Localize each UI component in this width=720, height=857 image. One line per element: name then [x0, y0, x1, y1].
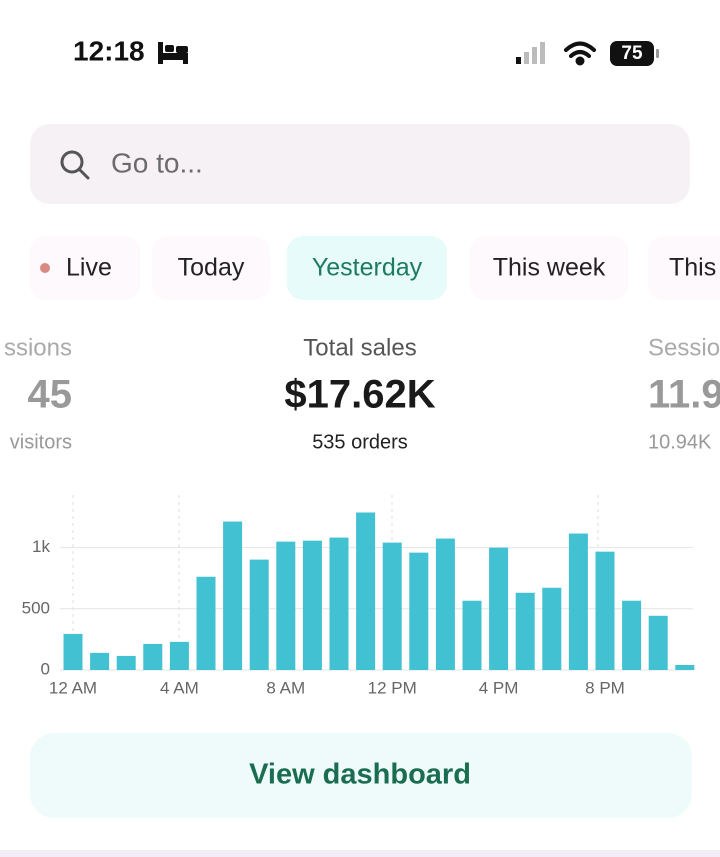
bar [249, 559, 269, 670]
signal-icon [516, 42, 545, 64]
bar [382, 542, 402, 670]
bar [409, 552, 429, 670]
metric-label: Sessio [648, 334, 720, 361]
bar [568, 533, 588, 670]
search-icon [60, 150, 90, 180]
bar [90, 652, 110, 670]
tab-label: Live [66, 254, 112, 282]
bed-icon [158, 42, 188, 64]
bar [276, 541, 296, 670]
live-dot [40, 263, 50, 273]
tab[interactable] [470, 236, 628, 300]
tab-label: This [669, 254, 716, 282]
tab[interactable] [30, 236, 140, 300]
tab[interactable] [648, 236, 720, 300]
bar [63, 633, 83, 670]
metric-sub: 10.94K [648, 431, 712, 453]
bar [169, 641, 189, 670]
tab-label: Yesterday [312, 254, 423, 282]
bar [462, 600, 482, 670]
y-tick-label: 0 [41, 659, 50, 678]
button-label: View dashboard [249, 759, 471, 791]
view-dashboard-button[interactable] [30, 733, 692, 818]
bar [356, 512, 376, 670]
metric-sub: 535 orders [312, 431, 408, 453]
bottom-strip [0, 850, 720, 857]
battery-tip [656, 49, 659, 58]
x-tick-label: 4 PM [479, 678, 519, 697]
bar [542, 587, 562, 670]
battery [610, 41, 654, 66]
bar [622, 600, 642, 670]
y-tick-label: 500 [22, 598, 50, 617]
x-tick-label: 12 AM [49, 678, 97, 697]
bar [515, 592, 535, 670]
metric-label: ssions [4, 334, 72, 361]
bar [196, 576, 216, 670]
bar [595, 551, 615, 670]
bar [329, 537, 349, 670]
bar [116, 655, 136, 670]
clock: 12:18 [73, 35, 145, 66]
bar [302, 540, 322, 670]
y-tick-label: 1k [32, 537, 50, 556]
tab[interactable] [152, 236, 270, 300]
x-tick-label: 8 AM [266, 678, 305, 697]
search-box[interactable] [30, 124, 690, 204]
search-placeholder: Go to... [111, 147, 203, 178]
bar [489, 547, 509, 670]
tab-label: Today [178, 254, 245, 282]
bar [223, 521, 243, 670]
bar [675, 664, 695, 670]
metric-sub: visitors [10, 431, 72, 453]
bar [648, 615, 668, 670]
metric-value: 11.9 [648, 373, 720, 417]
x-tick-label: 12 PM [368, 678, 417, 697]
tab-label: This week [493, 254, 606, 282]
wifi-icon [564, 41, 596, 66]
bar [435, 538, 455, 670]
metric-label: Total sales [303, 334, 416, 361]
x-tick-label: 4 AM [160, 678, 199, 697]
battery-level: 75 [621, 43, 643, 64]
metric-value: 45 [28, 373, 73, 417]
x-tick-label: 8 PM [585, 678, 625, 697]
tab[interactable] [287, 236, 447, 300]
metric-value: $17.62K [284, 373, 435, 417]
bar [143, 643, 163, 670]
